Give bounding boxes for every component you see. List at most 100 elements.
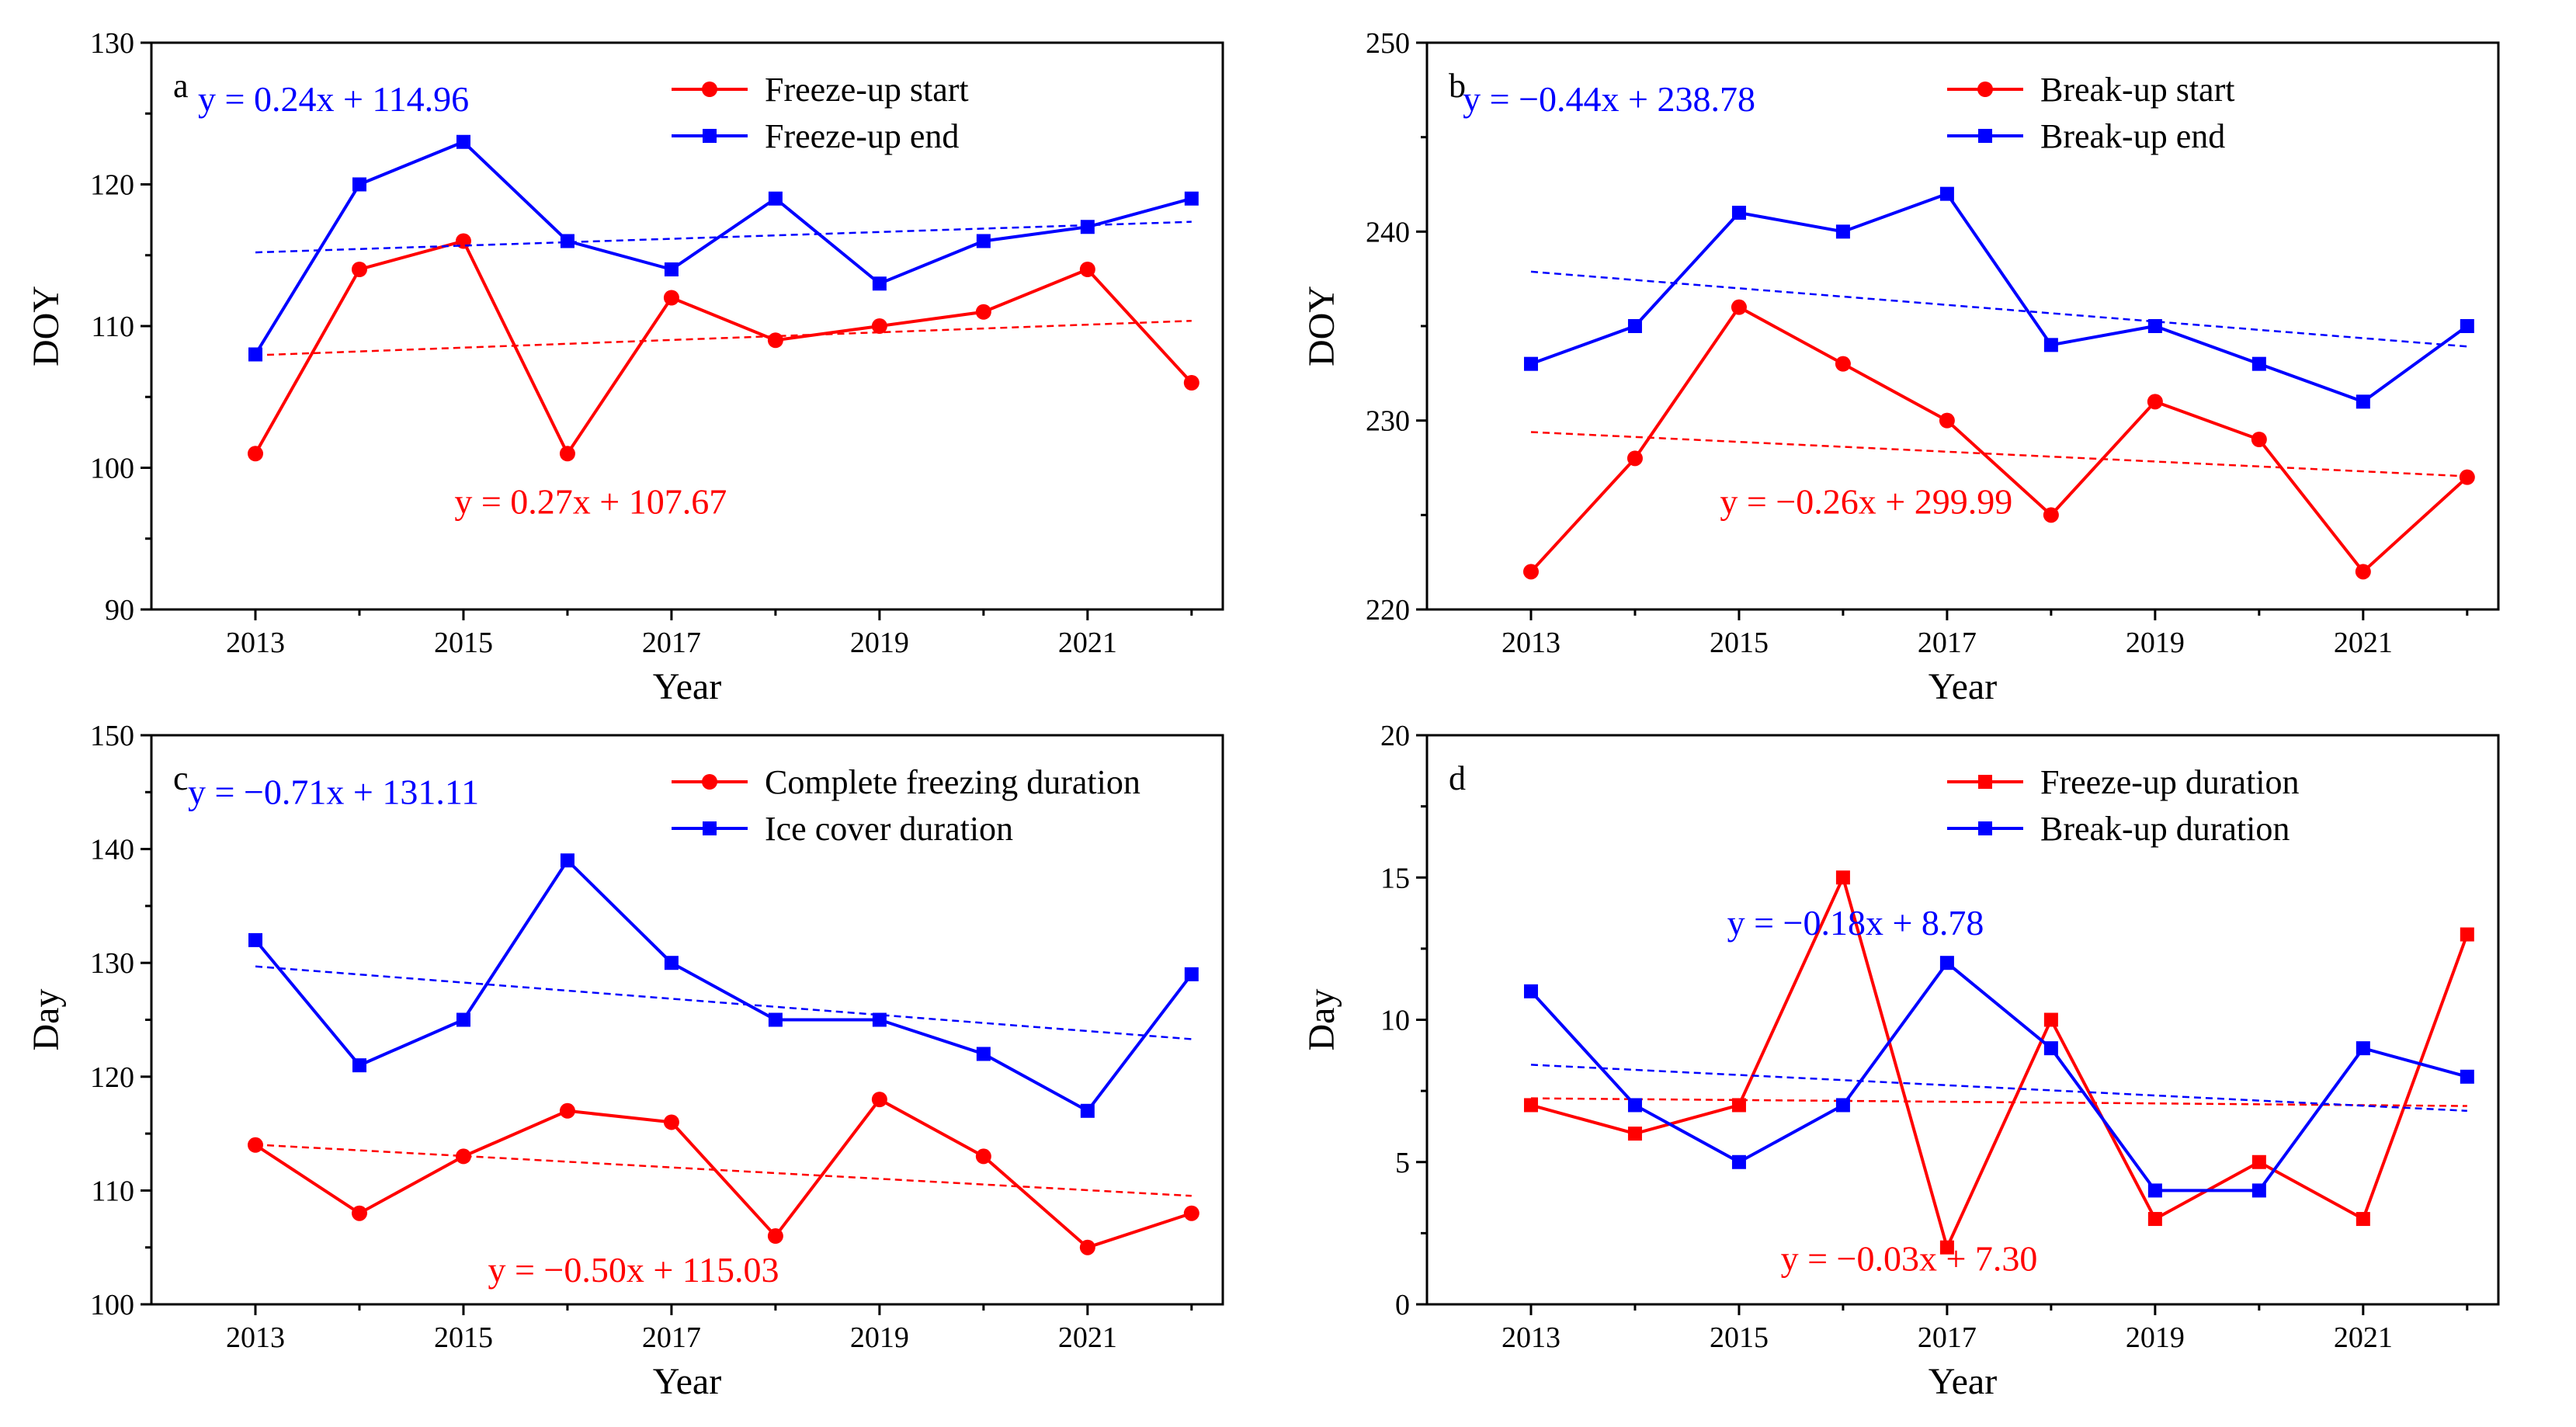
data-point [1080, 220, 1095, 234]
series-blue: y = −0.71x + 131.11 [188, 772, 1199, 1118]
plot-frame [1425, 734, 2500, 1306]
data-point [1626, 450, 1643, 467]
legend-label: Complete freezing duration [765, 763, 1140, 801]
y-axis-title: Day [1301, 989, 1342, 1051]
series-red: y = −0.50x + 115.03 [247, 1092, 1199, 1290]
legend-swatch-marker [1978, 775, 1992, 789]
data-point [2460, 927, 2474, 942]
legend-entry: Break-up start [1947, 71, 2234, 109]
legend-label: Break-up end [2040, 117, 2225, 155]
data-point [2043, 338, 2058, 352]
data-point [871, 318, 887, 334]
y-tick-label: 20 [1380, 720, 1410, 752]
x-tick-label: 2013 [1502, 627, 1561, 659]
y-tick-label: 100 [90, 453, 134, 485]
y-tick-label: 110 [91, 1175, 134, 1207]
legend-swatch-marker [1978, 821, 1992, 835]
series-blue: y = −0.44x + 238.78 [1463, 79, 2474, 409]
y-tick-label: 120 [90, 1061, 134, 1094]
data-point [247, 1137, 263, 1153]
legend-swatch-marker [1978, 129, 1992, 143]
panel-d: 0 5 10 15 20 2013 2015 2017 2019 2021 Year Day d y = … [1301, 720, 2500, 1402]
data-point [456, 1012, 470, 1027]
data-point [2147, 319, 2162, 333]
legend-entry: Ice cover duration [672, 810, 1013, 848]
trend-equation: y = −0.03x + 7.30 [1781, 1238, 2038, 1278]
trend-line [1530, 1097, 2467, 1107]
legend-label: Freeze-up duration [2040, 763, 2300, 801]
data-point [1835, 870, 1850, 885]
data-point [2251, 1154, 2266, 1169]
data-point [975, 1148, 991, 1165]
data-point [767, 1228, 783, 1245]
data-point [2460, 319, 2474, 333]
x-tick-label: 2019 [850, 627, 909, 659]
trend-equation: y = 0.24x + 114.96 [198, 79, 469, 119]
x-tick-label: 2021 [2334, 627, 2393, 659]
plot-frame [1425, 41, 2500, 611]
x-tick-label: 2021 [1058, 627, 1117, 659]
y-tick-label: 90 [105, 594, 134, 627]
legend-entry: Break-up end [1947, 117, 2225, 155]
y-tick-label: 250 [1366, 27, 1410, 60]
x-tick-label: 2019 [850, 1321, 909, 1354]
data-point [1184, 191, 1199, 206]
y-tick-label: 15 [1380, 862, 1410, 894]
data-point [2147, 1212, 2162, 1227]
data-point [663, 290, 679, 306]
y-tick-label: 10 [1380, 1005, 1410, 1037]
x-tick-label: 2013 [226, 1321, 285, 1354]
x-tick-label: 2019 [2126, 1321, 2185, 1354]
trend-equation: y = 0.27x + 107.67 [454, 481, 727, 521]
data-point [351, 262, 367, 277]
y-tick-label: 100 [90, 1289, 134, 1321]
x-tick-label: 2013 [226, 627, 285, 659]
y-tick-label: 120 [90, 169, 134, 202]
series-line [1530, 873, 2469, 1252]
data-point [455, 1148, 471, 1165]
trend-equation: y = −0.26x + 299.99 [1720, 481, 2012, 521]
data-point [1835, 224, 1850, 239]
data-point [2356, 394, 2370, 409]
data-point [1080, 1103, 1095, 1118]
x-tick-label: 2017 [1918, 1321, 1977, 1354]
data-point [2356, 1041, 2370, 1056]
data-point [976, 234, 991, 248]
series-line [254, 140, 1193, 356]
data-point [768, 191, 783, 206]
data-point [767, 332, 783, 349]
legend-entry: Complete freezing duration [672, 763, 1140, 801]
y-axis-title: DOY [26, 286, 67, 366]
legend-label: Break-up start [2040, 71, 2234, 109]
x-tick-label: 2013 [1502, 1321, 1561, 1354]
data-point [1731, 1154, 1746, 1169]
data-point [1183, 1205, 1199, 1221]
data-point [1627, 1098, 1642, 1113]
data-point [560, 234, 575, 248]
data-point [1079, 1239, 1095, 1255]
data-point [352, 177, 366, 192]
legend-entry: Freeze-up duration [1947, 763, 2300, 801]
data-point [1523, 984, 1538, 998]
legend-swatch-marker [703, 129, 717, 143]
data-point [352, 1058, 366, 1073]
data-point [1939, 956, 1954, 970]
series-line [1530, 192, 2468, 404]
x-axis-title: Year [1929, 1361, 1997, 1402]
y-tick-label: 0 [1395, 1289, 1410, 1321]
y-tick-label: 240 [1366, 216, 1410, 248]
data-point [1835, 1098, 1850, 1113]
trend-line [1530, 431, 2467, 477]
panel-letter: b [1449, 67, 1466, 105]
series-red: y = −0.03x + 7.30 [1523, 870, 2474, 1278]
y-tick-label: 110 [91, 311, 134, 343]
data-point [664, 956, 679, 970]
panel-c: 100 110 120 130 140 150 2013 2015 2017 2019 2021 Ye… [26, 720, 1224, 1402]
y-tick-label: 130 [90, 27, 134, 60]
data-point [1939, 1240, 1954, 1255]
series-red: y = 0.27x + 107.67 [247, 233, 1199, 521]
data-point [976, 1047, 991, 1061]
data-point [2355, 564, 2371, 580]
